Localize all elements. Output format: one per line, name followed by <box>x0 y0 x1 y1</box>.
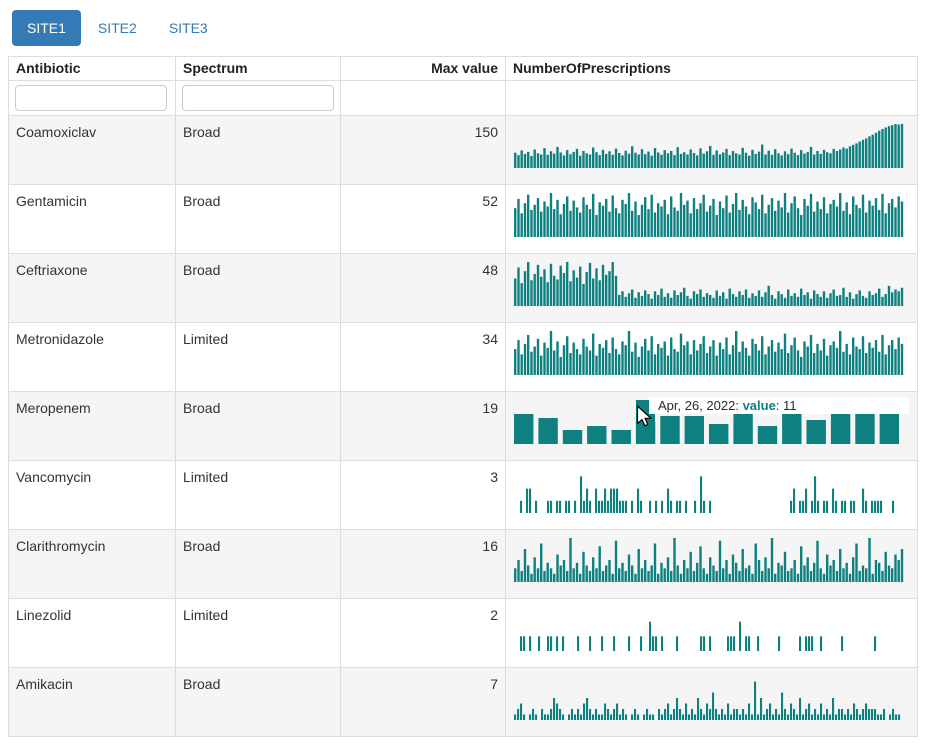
antibiotic-name: Ceftriaxone <box>8 253 176 323</box>
table-row: Metronidazole Limited 34 <box>8 322 918 392</box>
spectrum-value: Broad <box>175 667 341 737</box>
antibiotic-name: Amikacin <box>8 667 176 737</box>
sparkline-svg <box>520 476 895 513</box>
sparkline-svg <box>514 331 904 375</box>
sparkline-chart[interactable] <box>514 538 909 582</box>
col-header-spectrum[interactable]: Spectrum <box>175 56 341 81</box>
max-value: 16 <box>340 529 506 599</box>
table-row: Amikacin Broad 7 <box>8 667 918 737</box>
antibiotic-name: Metronidazole <box>8 322 176 392</box>
chart-tooltip: Apr, 26, 2022: value: 11 <box>649 397 909 414</box>
max-value: 52 <box>340 184 506 254</box>
antibiotic-name: Vancomycin <box>8 460 176 530</box>
table-row: Coamoxiclav Broad 150 <box>8 115 918 185</box>
spectrum-value: Broad <box>175 529 341 599</box>
table-row: Gentamicin Broad 52 <box>8 184 918 254</box>
antibiotics-table: Antibiotic Spectrum Max value NumberOfPr… <box>8 56 918 737</box>
max-value: 3 <box>340 460 506 530</box>
site-tab-bar: SITE1 SITE2 SITE3 <box>8 8 919 56</box>
col-header-max-value[interactable]: Max value <box>340 56 506 81</box>
table-row: Vancomycin Limited 3 <box>8 460 918 530</box>
max-value: 150 <box>340 115 506 185</box>
sparkline-chart[interactable] <box>514 331 909 375</box>
spectrum-value: Broad <box>175 253 341 323</box>
header-row: Antibiotic Spectrum Max value NumberOfPr… <box>8 56 918 81</box>
max-value: 34 <box>340 322 506 392</box>
max-value: 19 <box>340 391 506 461</box>
sparkline-cell[interactable] <box>505 115 918 185</box>
spectrum-value: Broad <box>175 115 341 185</box>
max-value: 7 <box>340 667 506 737</box>
filter-cell-empty <box>340 80 506 116</box>
tooltip-value-label: value <box>742 398 776 413</box>
mouse-cursor-icon <box>636 405 652 427</box>
spectrum-filter-input[interactable] <box>182 85 334 111</box>
sparkline-cell[interactable] <box>505 460 918 530</box>
tab-site2[interactable]: SITE2 <box>83 10 152 46</box>
tab-site1[interactable]: SITE1 <box>12 10 81 46</box>
sparkline-svg <box>520 621 877 651</box>
table-row: Linezolid Limited 2 <box>8 598 918 668</box>
table-row: Clarithromycin Broad 16 <box>8 529 918 599</box>
sparkline-svg <box>514 410 899 444</box>
sparkline-cell[interactable] <box>505 253 918 323</box>
spectrum-value: Limited <box>175 322 341 392</box>
antibiotic-filter-input[interactable] <box>15 85 167 111</box>
col-header-numberofprescriptions[interactable]: NumberOfPrescriptions <box>505 56 918 81</box>
sparkline-chart[interactable] <box>514 469 909 513</box>
table-row: Ceftriaxone Broad 48 <box>8 253 918 323</box>
spectrum-value: Limited <box>175 598 341 668</box>
sparkline-svg <box>514 262 904 306</box>
spectrum-value: Limited <box>175 460 341 530</box>
table-row-meropenem: Meropenem Broad 19 Apr, 26, 2022: value:… <box>8 391 918 461</box>
sparkline-cell[interactable] <box>505 322 918 392</box>
sparkline-cell-hovered[interactable]: Apr, 26, 2022: value: 11 <box>505 391 918 461</box>
sparkline-svg <box>514 538 904 582</box>
sparkline-cell[interactable] <box>505 184 918 254</box>
antibiotic-name: Meropenem <box>8 391 176 461</box>
tooltip-date: Apr, 26, 2022: <box>658 398 743 413</box>
tooltip-value: : 11 <box>775 398 797 413</box>
sparkline-svg <box>514 681 901 720</box>
spectrum-value: Broad <box>175 184 341 254</box>
antibiotic-name: Linezolid <box>8 598 176 668</box>
sparkline-cell[interactable] <box>505 529 918 599</box>
antibiotic-name: Gentamicin <box>8 184 176 254</box>
tab-site3[interactable]: SITE3 <box>154 10 223 46</box>
max-value: 2 <box>340 598 506 668</box>
filter-row <box>8 80 918 116</box>
max-value: 48 <box>340 253 506 323</box>
antibiotic-name: Coamoxiclav <box>8 115 176 185</box>
spectrum-value: Broad <box>175 391 341 461</box>
sparkline-svg <box>514 124 904 168</box>
antibiotic-name: Clarithromycin <box>8 529 176 599</box>
filter-cell-empty <box>505 80 918 116</box>
sparkline-chart[interactable] <box>514 124 909 168</box>
sparkline-cell[interactable] <box>505 598 918 668</box>
sparkline-chart[interactable] <box>514 607 909 651</box>
sparkline-chart[interactable] <box>514 193 909 237</box>
col-header-antibiotic[interactable]: Antibiotic <box>8 56 176 81</box>
sparkline-chart[interactable] <box>514 400 909 444</box>
sparkline-chart[interactable] <box>514 262 909 306</box>
sparkline-svg <box>514 193 904 237</box>
sparkline-chart[interactable] <box>514 676 909 720</box>
sparkline-cell[interactable] <box>505 667 918 737</box>
